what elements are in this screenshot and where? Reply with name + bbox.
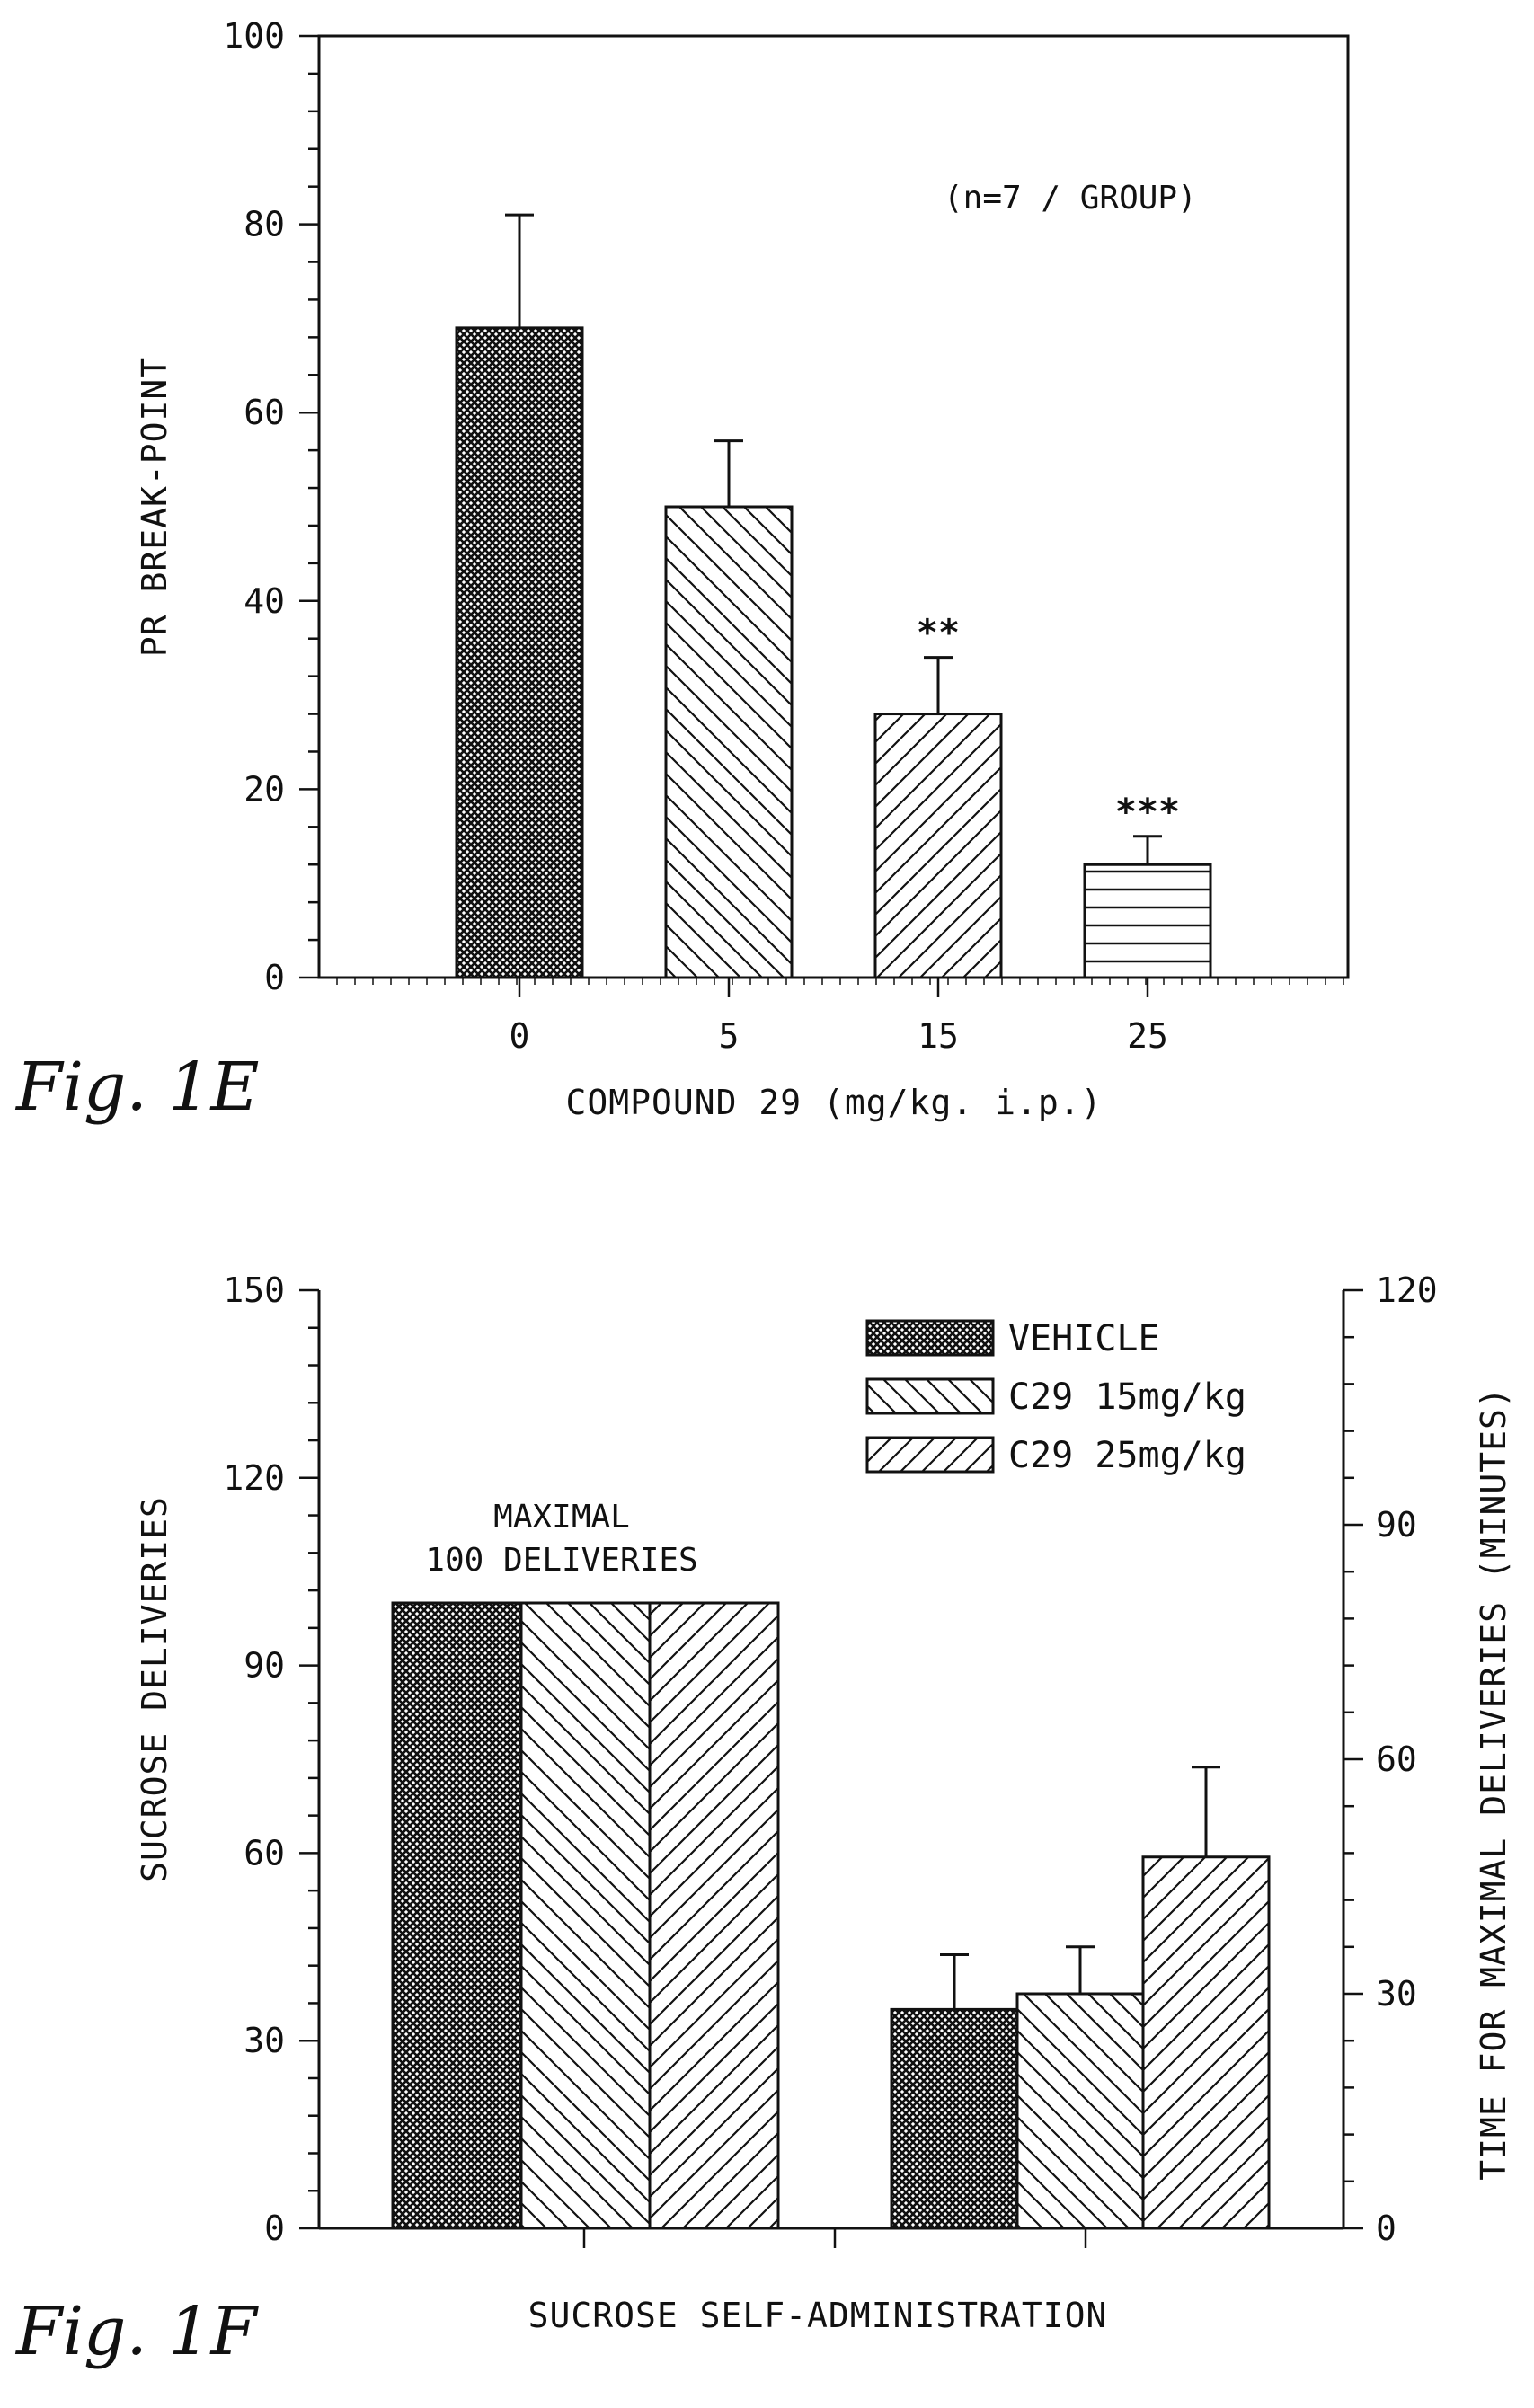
y-tick-label-1f: 90 bbox=[244, 1646, 285, 1686]
error-bar-time-series-3 bbox=[1192, 1766, 1220, 1857]
bar-dose-15 bbox=[873, 713, 1003, 979]
y-axis-ticks-1f: 0 30 60 90 120 150 bbox=[223, 1270, 319, 2248]
y-tick-label-1e: 100 bbox=[223, 16, 285, 56]
x-axis-ticks-1f bbox=[582, 2228, 1087, 2248]
x-axis-ticks-1e: 0 5 15 25 bbox=[336, 978, 1344, 1056]
bar-deliveries-series-3 bbox=[648, 1601, 780, 2230]
legend-label-1: VEHICLE bbox=[1008, 1318, 1160, 1359]
group-size-annotation: (n=7 / GROUP) bbox=[944, 180, 1197, 217]
y-axis-label-1e: PR BREAK-POINT bbox=[135, 357, 174, 657]
right-y-axis-label-1f: TIME FOR MAXIMAL DELIVERIES (MINUTES) bbox=[1474, 1386, 1513, 2180]
right-y-tick-label-1f: 90 bbox=[1376, 1505, 1417, 1545]
y-tick-label-1e: 40 bbox=[244, 581, 285, 621]
y-tick-label-1f: 0 bbox=[264, 2209, 285, 2248]
y-tick-label-1f: 30 bbox=[244, 2021, 285, 2060]
right-y-tick-label-1f: 0 bbox=[1376, 2209, 1397, 2248]
legend-label-3: C29 25mg/kg bbox=[1008, 1435, 1246, 1476]
x-axis-label-1f: SUCROSE SELF-ADMINISTRATION bbox=[528, 2296, 1108, 2335]
x-axis-label-1e: COMPOUND 29 (mg/kg. i.p.) bbox=[566, 1083, 1103, 1122]
bar-dose-0 bbox=[455, 326, 584, 979]
y-tick-label-1e: 20 bbox=[244, 769, 285, 809]
bar-dose-25 bbox=[1083, 863, 1212, 979]
figure-label-1e: Fig. 1E bbox=[14, 1049, 260, 1126]
right-y-axis-ticks-1f: 0 30 60 90 120 bbox=[1343, 1270, 1438, 2248]
maximal-label-line2: 100 DELIVERIES bbox=[425, 1542, 697, 1579]
bar-deliveries-series-1 bbox=[391, 1601, 523, 2230]
legend-swatch-1 bbox=[865, 1319, 995, 1357]
bars-1f bbox=[391, 1601, 1271, 2230]
x-tick-label-1e: 15 bbox=[918, 1016, 959, 1056]
x-tick-label-1e: 25 bbox=[1127, 1016, 1168, 1056]
y-tick-label-1f: 150 bbox=[223, 1270, 285, 1310]
error-bar-dose-25 bbox=[1133, 835, 1162, 865]
y-tick-label-1e: 0 bbox=[264, 958, 285, 997]
error-bar-time-series-1 bbox=[940, 1953, 969, 2010]
bar-time-series-1 bbox=[890, 2007, 1019, 2230]
significance-marker-25: *** bbox=[1115, 792, 1180, 833]
legend-label-2: C29 15mg/kg bbox=[1008, 1377, 1246, 1418]
y-axis-ticks-1e: 0 20 40 60 80 100 bbox=[223, 16, 319, 997]
chart-1f: 0 30 60 90 120 150 0 30 60 90 120 VEHICLE C29 15mg… bbox=[14, 1270, 1513, 2370]
legend-swatch-2 bbox=[865, 1377, 995, 1415]
error-bar-dose-15 bbox=[924, 656, 953, 714]
y-tick-label-1f: 120 bbox=[223, 1458, 285, 1498]
bar-dose-5 bbox=[664, 505, 794, 979]
bar-time-series-2 bbox=[1015, 1992, 1145, 2230]
y-tick-label-1e: 60 bbox=[244, 393, 285, 432]
error-bar-dose-5 bbox=[714, 439, 743, 507]
bars-1e: ***** bbox=[455, 213, 1212, 979]
error-bar-time-series-2 bbox=[1066, 1945, 1095, 1994]
x-tick-label-1e: 0 bbox=[510, 1016, 530, 1056]
plot-frame-1e bbox=[317, 34, 1350, 979]
figure-label-1f: Fig. 1F bbox=[14, 2293, 260, 2370]
right-y-tick-label-1f: 60 bbox=[1376, 1740, 1417, 1779]
right-y-tick-label-1f: 30 bbox=[1376, 1974, 1417, 2014]
y-tick-label-1f: 60 bbox=[244, 1833, 285, 1872]
significance-marker-15: ** bbox=[917, 613, 960, 654]
maximal-label-line1: MAXIMAL bbox=[493, 1499, 630, 1536]
x-tick-label-1e: 5 bbox=[719, 1016, 740, 1056]
legend-swatch-3 bbox=[865, 1436, 995, 1474]
error-bar-dose-0 bbox=[505, 213, 534, 328]
y-axis-label-1f: SUCROSE DELIVERIES bbox=[135, 1496, 174, 1882]
y-tick-label-1e: 80 bbox=[244, 205, 285, 244]
bar-deliveries-series-2 bbox=[519, 1601, 652, 2230]
legend-1f: VEHICLE C29 15mg/kg C29 25mg/kg bbox=[865, 1318, 1246, 1476]
right-y-tick-label-1f: 120 bbox=[1376, 1270, 1438, 1310]
bar-time-series-3 bbox=[1141, 1855, 1271, 2230]
